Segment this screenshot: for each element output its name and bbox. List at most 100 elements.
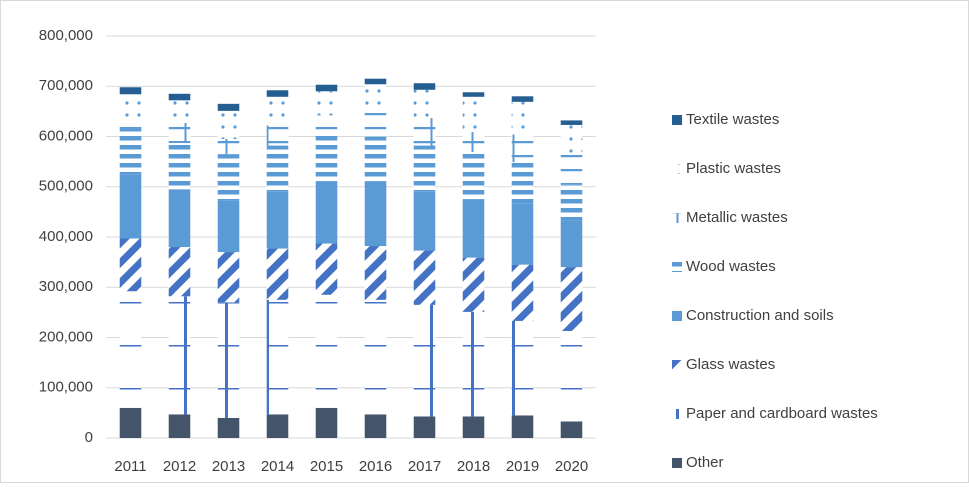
bar-stack-2011 — [119, 87, 142, 438]
legend-label: Textile wastes — [686, 111, 779, 128]
bar-segment-paper-and-cardboard-wastes — [462, 311, 485, 417]
y-tick-label: 600,000 — [39, 127, 93, 144]
bar-segment-plastic-wastes — [364, 84, 387, 112]
x-tick-label: 2016 — [359, 458, 392, 475]
bar-segment-plastic-wastes — [560, 124, 583, 154]
legend-swatch — [672, 409, 682, 419]
x-tick-label: 2020 — [555, 458, 588, 475]
bar-segment-paper-and-cardboard-wastes — [266, 299, 289, 415]
bar-stack-2020 — [560, 120, 583, 438]
legend-swatch — [672, 213, 682, 223]
legend-label: Plastic wastes — [686, 160, 781, 177]
bar-segment-wood-wastes — [168, 143, 191, 190]
bar-segment-wood-wastes — [266, 145, 289, 192]
legend-swatch — [672, 262, 682, 272]
legend-label: Glass wastes — [686, 356, 775, 373]
bar-stack-2012 — [168, 93, 191, 438]
legend-item-wood-wastes: Wood wastes — [672, 258, 776, 275]
bar-segment-construction-and-soils — [217, 200, 240, 253]
bar-segment-construction-and-soils — [462, 199, 485, 258]
bar-segment-plastic-wastes — [511, 101, 534, 135]
bar-segment-glass-wastes — [413, 250, 436, 305]
bar-segment-other — [217, 417, 240, 438]
y-tick-label: 300,000 — [39, 278, 93, 295]
legend-label: Paper and cardboard wastes — [686, 405, 878, 422]
bar-stack-2015 — [315, 84, 338, 438]
y-tick-label: 500,000 — [39, 178, 93, 195]
bar-segment-plastic-wastes — [315, 91, 338, 116]
y-tick-label: 700,000 — [39, 77, 93, 94]
legend-swatch — [672, 164, 682, 174]
bar-segment-glass-wastes — [315, 243, 338, 295]
legend: Textile wastes Plastic wastes Metallic was… — [672, 111, 878, 471]
bar-segment-wood-wastes — [560, 184, 583, 221]
bar-segment-paper-and-cardboard-wastes — [119, 291, 142, 408]
bar-segment-glass-wastes — [560, 267, 583, 331]
bar-stack-2017 — [413, 83, 436, 438]
bar-segment-plastic-wastes — [168, 100, 191, 123]
x-tick-label: 2019 — [506, 458, 539, 475]
y-tick-label: 100,000 — [39, 379, 93, 396]
bar-segment-construction-and-soils — [119, 174, 142, 239]
bar-segment-construction-and-soils — [168, 189, 191, 248]
bar-segment-textile-wastes — [364, 78, 387, 85]
bar-segment-textile-wastes — [315, 84, 338, 92]
bar-segment-construction-and-soils — [413, 191, 436, 251]
bar-segment-other — [511, 415, 534, 438]
bar-segment-other — [462, 416, 485, 438]
y-tick-label: 200,000 — [39, 328, 93, 345]
bar-segment-plastic-wastes — [266, 96, 289, 126]
bar-segment-textile-wastes — [560, 120, 583, 125]
bar-segment-metallic-wastes — [315, 115, 338, 136]
x-tick-label: 2013 — [212, 458, 245, 475]
legend-swatch — [672, 458, 682, 468]
bar-stack-2018 — [462, 92, 485, 438]
x-axis-ticks: 2011 2012 2013 2014 2015 2016 2017 2018 2019 2020 — [114, 458, 588, 475]
bars — [119, 78, 583, 438]
bar-stack-2013 — [217, 103, 240, 438]
bar-segment-glass-wastes — [168, 247, 191, 297]
bar-segment-metallic-wastes — [266, 125, 289, 146]
bar-segment-plastic-wastes — [413, 89, 436, 118]
bar-segment-paper-and-cardboard-wastes — [413, 304, 436, 417]
x-tick-label: 2015 — [310, 458, 343, 475]
bar-segment-textile-wastes — [217, 103, 240, 111]
bar-segment-wood-wastes — [413, 145, 436, 192]
x-tick-label: 2011 — [114, 458, 146, 475]
bar-stack-2016 — [364, 78, 387, 438]
y-tick-label: 800,000 — [39, 27, 93, 44]
bar-segment-construction-and-soils — [511, 203, 534, 265]
bar-segment-metallic-wastes — [217, 139, 240, 155]
legend-item-construction-and-soils: Construction and soils — [672, 307, 834, 324]
y-tick-label: 0 — [85, 429, 93, 446]
bar-segment-metallic-wastes — [168, 122, 191, 144]
bar-stack-2014 — [266, 90, 289, 438]
legend-item-plastic-wastes: Plastic wastes — [672, 160, 781, 177]
bar-segment-construction-and-soils — [266, 191, 289, 249]
y-axis-ticks: 0 100,000 200,000 300,000 400,000 500,000 600,… — [39, 27, 93, 446]
y-tick-label: 400,000 — [39, 228, 93, 245]
bar-segment-textile-wastes — [511, 96, 534, 102]
bar-segment-other — [119, 407, 142, 438]
bar-segment-glass-wastes — [217, 252, 240, 303]
legend-item-glass-wastes: Glass wastes — [672, 356, 775, 373]
bar-stack-2019 — [511, 96, 534, 438]
x-tick-label: 2018 — [457, 458, 490, 475]
bar-segment-other — [315, 407, 338, 438]
bar-segment-wood-wastes — [315, 135, 338, 182]
bar-segment-plastic-wastes — [119, 94, 142, 118]
bar-segment-wood-wastes — [364, 136, 387, 182]
bar-segment-metallic-wastes — [119, 117, 142, 129]
bar-segment-paper-and-cardboard-wastes — [511, 320, 534, 416]
bar-segment-textile-wastes — [168, 93, 191, 101]
bar-segment-paper-and-cardboard-wastes — [217, 302, 240, 418]
bar-segment-paper-and-cardboard-wastes — [364, 299, 387, 415]
legend-label: Construction and soils — [686, 307, 834, 324]
bar-segment-wood-wastes — [511, 162, 534, 204]
bar-segment-wood-wastes — [217, 154, 240, 201]
x-tick-label: 2014 — [261, 458, 294, 475]
bar-segment-textile-wastes — [462, 92, 485, 97]
bar-segment-metallic-wastes — [413, 117, 436, 146]
bar-segment-construction-and-soils — [560, 220, 583, 268]
